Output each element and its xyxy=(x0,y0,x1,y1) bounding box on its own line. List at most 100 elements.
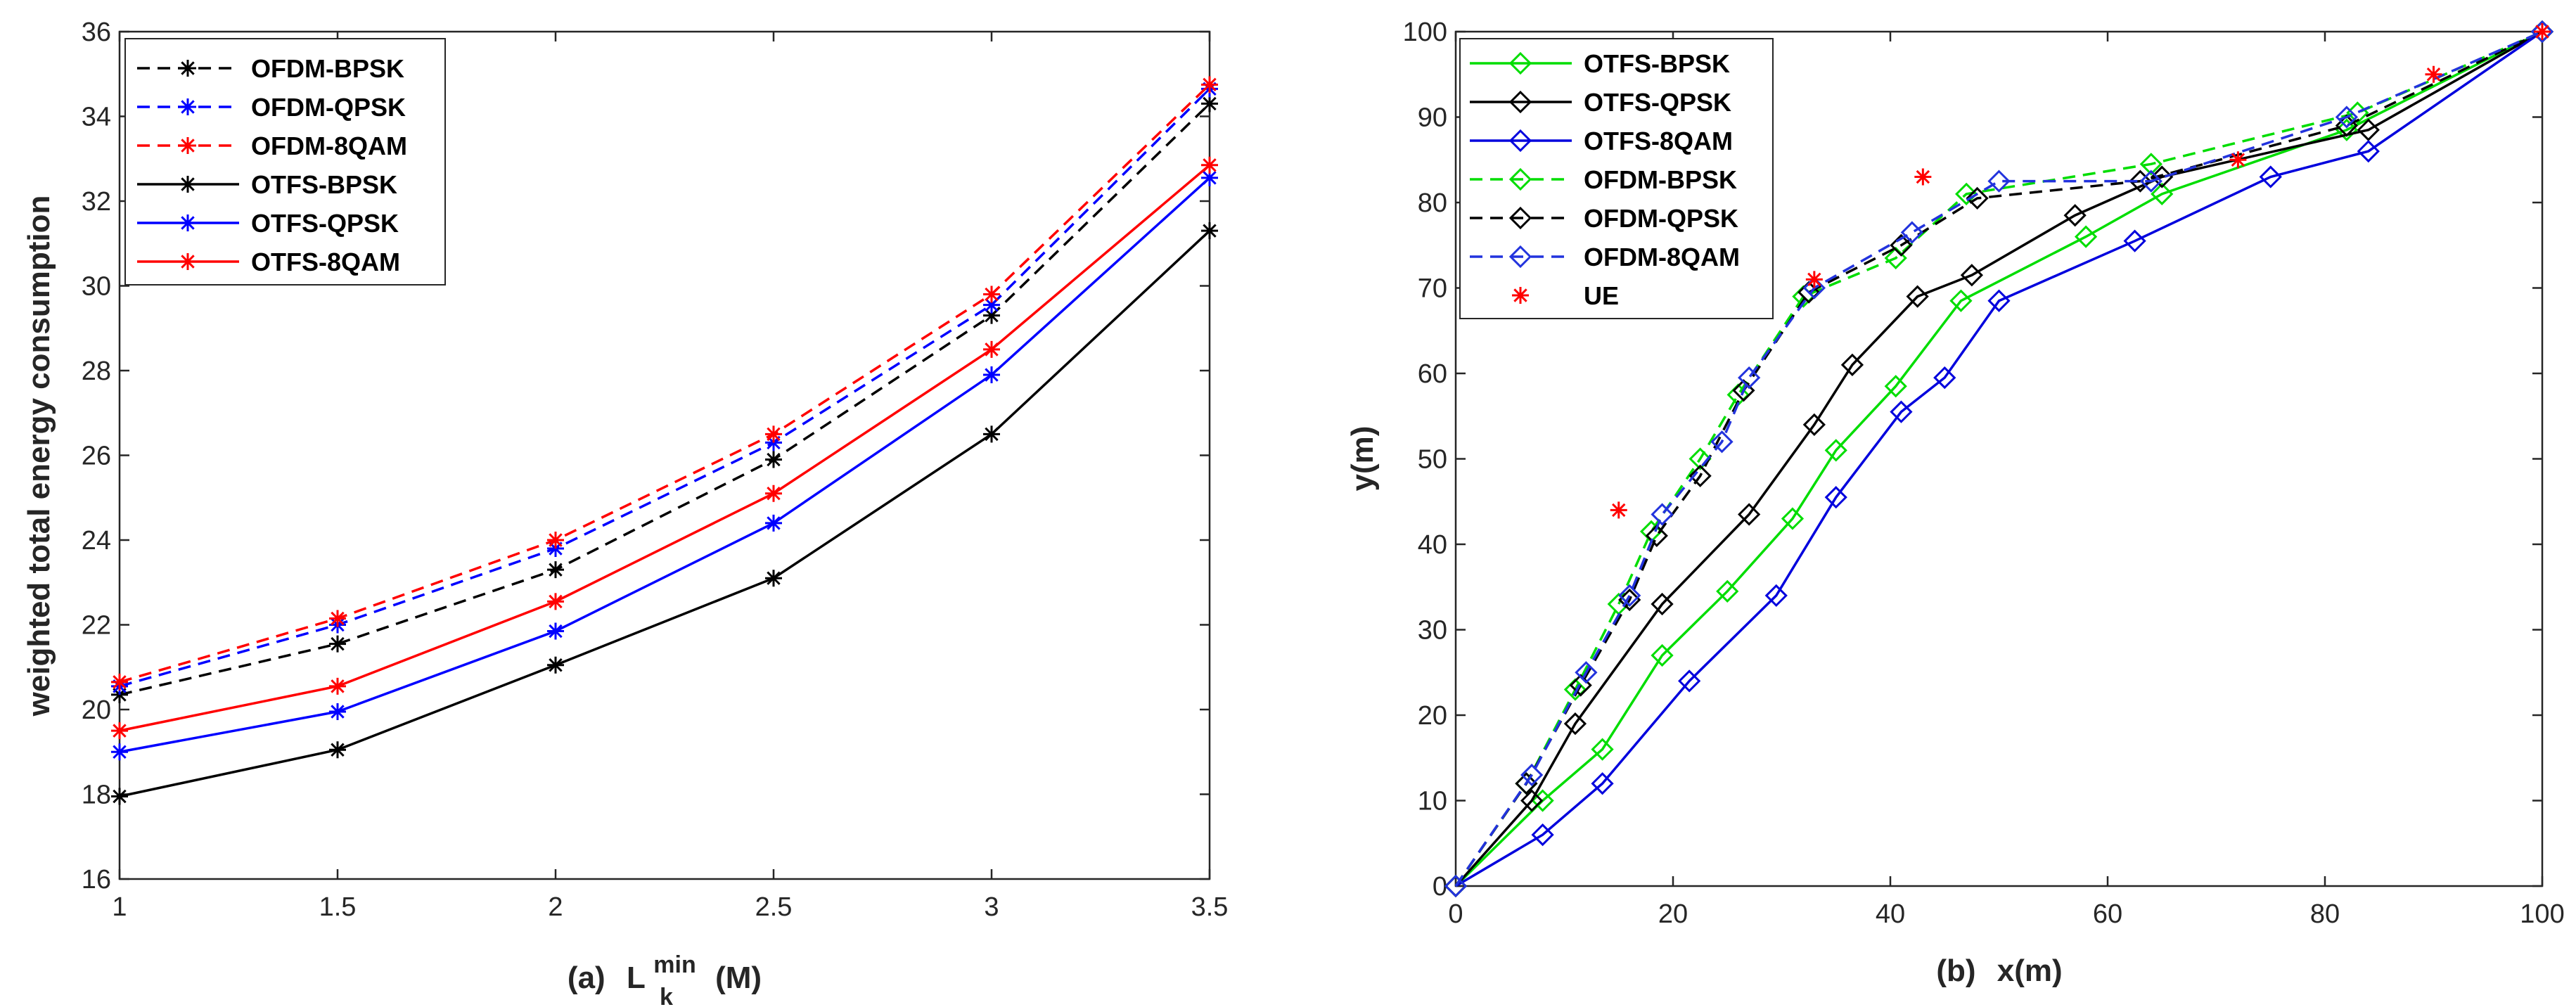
chart-b-point-otfs-qpsk xyxy=(1738,503,1761,526)
chart-b-point-ofdm-8qam xyxy=(1987,169,2011,193)
chart-b-point-otfs-qpsk xyxy=(2063,204,2087,227)
chart-b-legend-marker xyxy=(1508,90,1532,114)
chart-a-legend-box xyxy=(124,38,446,286)
chart-b-point-otfs-8qam xyxy=(1987,289,2011,312)
chart-a-legend-item-otfs-8qam: OTFS-8QAM xyxy=(137,248,400,276)
chart-a-point-ofdm-bpsk xyxy=(765,451,782,468)
chart-a-series-ofdm-8qam xyxy=(111,76,1218,691)
chart-a-point-otfs-bpsk xyxy=(1201,222,1218,240)
chart-b-ytick-label: 100 xyxy=(1403,18,1447,47)
chart-b-legend-label: OFDM-8QAM xyxy=(1584,243,1740,271)
chart-b-legend-marker xyxy=(1508,167,1532,191)
chart-b-legend-item-otfs-qpsk: OTFS-QPSK xyxy=(1470,88,1731,117)
chart-a-ytick-label: 18 xyxy=(82,781,111,810)
chart-b-point-ofdm-qpsk xyxy=(1515,772,1538,795)
chart-b-point-otfs-8qam xyxy=(1591,772,1614,795)
chart-a-point-ofdm-bpsk xyxy=(111,686,128,703)
chart-a-legend-label: OTFS-8QAM xyxy=(251,248,400,276)
chart-b-xtick-label: 60 xyxy=(2093,899,2122,929)
chart-a-point-otfs-qpsk xyxy=(765,514,782,532)
chart-b-ytick-label: 60 xyxy=(1418,359,1447,389)
chart-a-point-ofdm-bpsk xyxy=(329,635,346,653)
chart-a-point-otfs-8qam xyxy=(111,722,128,740)
chart-b-legend-label: OTFS-QPSK xyxy=(1584,88,1731,117)
chart-b-point-ofdm-8qam xyxy=(1738,366,1761,390)
chart-b-point-ofdm-8qam xyxy=(2139,169,2162,193)
chart-a-ytick-label: 26 xyxy=(82,442,111,471)
chart-b-point-ofdm-8qam xyxy=(1520,763,1544,787)
chart-b-ytick-label: 80 xyxy=(1418,188,1447,218)
chart-b-xlabel-main: x(m) xyxy=(1997,954,2063,988)
chart-b-point-otfs-qpsk xyxy=(1563,712,1587,736)
chart-a-xlabel-prefix: (a) xyxy=(568,961,605,995)
chart-b-point-ofdm-qpsk xyxy=(1645,524,1668,547)
chart-b-point-otfs-8qam xyxy=(2123,229,2146,252)
chart-b-ylabel: y(m) xyxy=(1345,426,1380,492)
chart-a-ytick-label: 34 xyxy=(82,103,111,132)
chart-a-xlabel: (a) L min k (M) xyxy=(568,945,762,1007)
chart-a-point-otfs-qpsk xyxy=(547,622,564,640)
chart-a-legend-label: OFDM-8QAM xyxy=(251,132,407,160)
chart-b-point-otfs-qpsk xyxy=(2151,165,2174,188)
chart-a-legend-item-otfs-bpsk: OTFS-BPSK xyxy=(137,170,397,199)
chart-a-xtick-label: 3 xyxy=(984,892,999,922)
chart-b-legend: OTFS-BPSK OTFS-QPSK OTFS-8QAM OFDM-BPSK OFDM… xyxy=(1459,38,1774,319)
chart-b-series-ue xyxy=(1610,23,2551,519)
chart-a-legend-item-ofdm-8qam: OFDM-8QAM xyxy=(137,132,407,160)
chart-b-line-otfs-qpsk xyxy=(1454,30,2543,887)
chart-a-point-otfs-qpsk xyxy=(983,366,1000,384)
chart-b-point-otfs-8qam xyxy=(1678,669,1701,693)
chart-b-point-ofdm-qpsk xyxy=(1890,233,1913,257)
chart-a: 1 1.5 2 2.5 3 3.5 16 18 20 22 24 26 28 30 32 34 36 OFDM-… xyxy=(22,18,1228,1007)
chart-a-legend-marker xyxy=(179,214,196,231)
chart-b-xlabel: (b) x(m) xyxy=(1936,954,2062,988)
chart-b-xtick-label: 40 xyxy=(1876,899,1905,929)
chart-b-legend-label: OFDM-BPSK xyxy=(1584,165,1737,194)
chart-b-axes: 0 20 40 60 80 100 0 10 20 30 40 50 60 70 80 90 100 xyxy=(1403,18,2565,929)
chart-b-point-otfs-bpsk xyxy=(2151,182,2174,205)
chart-b-legend-item-otfs-bpsk: OTFS-BPSK xyxy=(1470,49,1730,78)
chart-b-point-otfs-qpsk xyxy=(1906,285,1929,308)
chart-a-point-otfs-qpsk xyxy=(111,743,128,761)
chart-b-point-otfs-8qam xyxy=(1764,584,1788,608)
chart-b-point-ue xyxy=(1914,168,1932,186)
chart-a-legend-item-ofdm-bpsk: OFDM-BPSK xyxy=(137,54,404,83)
chart-b-legend-marker xyxy=(1512,287,1529,304)
chart-b-point-otfs-qpsk xyxy=(1651,592,1674,616)
chart-a-xlabel-sub: k xyxy=(660,984,673,1007)
chart-a-legend-label: OFDM-QPSK xyxy=(251,93,406,122)
chart-a-ytick-label: 28 xyxy=(82,357,111,386)
chart-b-point-otfs-bpsk xyxy=(1716,579,1739,603)
chart-b-series-otfs-bpsk xyxy=(1444,20,2554,898)
chart-a-xtick-label: 1.5 xyxy=(319,892,357,922)
chart-b-point-otfs-bpsk xyxy=(1591,738,1614,761)
chart-b-point-ofdm-bpsk xyxy=(1563,678,1587,701)
chart-b-point-otfs-8qam xyxy=(1531,823,1554,847)
chart-a-point-ofdm-8qam xyxy=(329,610,346,627)
chart-b-series-ofdm-8qam xyxy=(1444,20,2554,898)
chart-b-point-ofdm-qpsk xyxy=(2335,114,2359,137)
chart-b-point-ofdm-qpsk xyxy=(1618,588,1641,612)
chart-a-point-otfs-bpsk xyxy=(983,425,1000,443)
chart-b-xtick-label: 20 xyxy=(1658,899,1688,929)
chart-a-point-ofdm-qpsk xyxy=(547,540,564,558)
chart-b-point-otfs-qpsk xyxy=(1520,789,1544,812)
chart-a-ytick-label: 22 xyxy=(82,611,111,641)
chart-a-ylabel: weighted total energy consumption xyxy=(22,195,56,717)
chart-a-series-otfs-qpsk xyxy=(111,169,1218,761)
chart-b-point-otfs-8qam xyxy=(1890,400,1913,423)
chart-a-line-ofdm-8qam xyxy=(119,84,1211,684)
chart-b-ytick-label: 50 xyxy=(1418,445,1447,475)
chart-a-point-otfs-bpsk xyxy=(765,570,782,587)
chart-a-point-otfs-8qam xyxy=(983,340,1000,358)
chart-a-ytick-label: 36 xyxy=(82,18,111,47)
chart-b-point-ofdm-qpsk xyxy=(1689,464,1712,487)
chart-a-legend-marker xyxy=(179,176,196,193)
chart-a-axes: 1 1.5 2 2.5 3 3.5 16 18 20 22 24 26 28 30 32 34 36 xyxy=(82,18,1229,922)
chart-b-point-ofdm-qpsk xyxy=(1966,186,1989,210)
chart-a-legend-label: OTFS-QPSK xyxy=(251,209,399,238)
chart-a-point-ofdm-8qam xyxy=(547,532,564,549)
chart-b-point-ofdm-8qam xyxy=(1444,874,1468,898)
chart-a-point-otfs-qpsk xyxy=(329,703,346,721)
